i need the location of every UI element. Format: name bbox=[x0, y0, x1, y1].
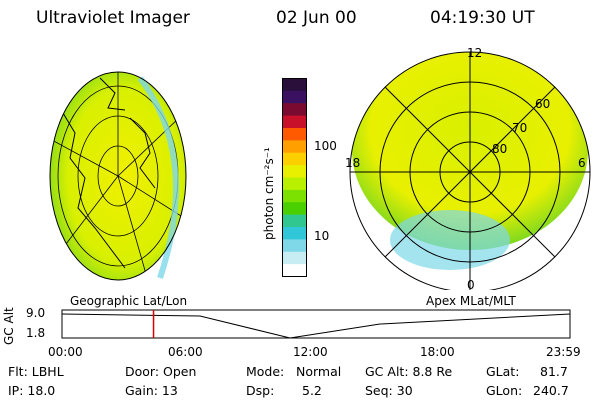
colorbar-segment bbox=[282, 264, 307, 277]
colorbar-segment bbox=[282, 202, 307, 216]
glon-value: 240.7 bbox=[533, 383, 569, 398]
colorbar-segment bbox=[282, 140, 307, 154]
instrument-title: Ultraviolet Imager bbox=[36, 8, 190, 28]
mlt-label-12: 12 bbox=[467, 46, 483, 60]
timeline-xtick-1200: 12:00 bbox=[293, 345, 328, 359]
colorbar-segment bbox=[282, 128, 307, 141]
colorbar-segment bbox=[282, 78, 307, 92]
mlt-label-18: 18 bbox=[345, 156, 361, 170]
colorbar-segment bbox=[282, 177, 307, 191]
seq-readout: Seq: 30 bbox=[365, 383, 413, 398]
timeline-plot bbox=[61, 309, 571, 339]
right-panel-caption: Apex MLat/MLT bbox=[426, 294, 516, 308]
gain-readout: Gain: 13 bbox=[125, 383, 178, 398]
glon-label: GLon: bbox=[486, 383, 523, 398]
colorbar-tick-10: 10 bbox=[314, 229, 330, 243]
timeline-xtick-1800: 18:00 bbox=[420, 345, 455, 359]
timeline-ytick-low: 1.8 bbox=[26, 326, 46, 340]
polar-aurora-image bbox=[349, 51, 591, 290]
observation-date: 02 Jun 00 bbox=[276, 8, 357, 28]
timeline-ytick-high: 9.0 bbox=[26, 306, 46, 320]
filter-readout: Flt: LBHL bbox=[8, 364, 64, 379]
mlt-label-6: 6 bbox=[578, 156, 586, 170]
colorbar-segment bbox=[282, 165, 307, 178]
glat-value: 81.7 bbox=[540, 364, 568, 379]
colorbar-segment bbox=[282, 227, 307, 240]
dsp-value: 5.2 bbox=[302, 383, 322, 398]
colorbar-segment bbox=[282, 90, 307, 104]
door-readout: Door: Open bbox=[125, 364, 197, 379]
mlt-label-0: 0 bbox=[467, 278, 475, 292]
colorbar-segment bbox=[282, 103, 307, 117]
mlat-label-80: 80 bbox=[492, 142, 508, 156]
colorbar bbox=[282, 78, 307, 277]
colorbar-segment bbox=[282, 115, 307, 129]
colorbar-segment bbox=[282, 189, 307, 203]
mode-value: Normal bbox=[296, 364, 342, 379]
left-panel-caption: Geographic Lat/Lon bbox=[70, 294, 188, 308]
colorbar-tick-100: 100 bbox=[314, 139, 337, 153]
colorbar-segment bbox=[282, 152, 307, 166]
mlat-label-70: 70 bbox=[512, 121, 528, 135]
timeline-xtick-2359: 23:59 bbox=[546, 345, 581, 359]
observation-time: 04:19:30 UT bbox=[430, 8, 535, 28]
mlat-label-60: 60 bbox=[535, 97, 551, 111]
glat-label: GLat: bbox=[486, 364, 520, 379]
timeline-xtick-0000: 00:00 bbox=[48, 345, 83, 359]
dsp-label: Dsp: bbox=[246, 383, 275, 398]
colorbar-segment bbox=[282, 214, 307, 228]
timeline-xtick-0600: 06:00 bbox=[168, 345, 203, 359]
mode-label: Mode: bbox=[246, 364, 285, 379]
geographic-aurora-image bbox=[49, 71, 187, 281]
colorbar-segment bbox=[282, 239, 307, 253]
gc-alt-readout: GC Alt: 8.8 Re bbox=[365, 364, 453, 379]
colorbar-segment bbox=[282, 251, 307, 265]
colorbar-unit-label: photon cm⁻²s⁻¹ bbox=[262, 147, 276, 240]
ip-readout: IP: 18.0 bbox=[8, 383, 56, 398]
